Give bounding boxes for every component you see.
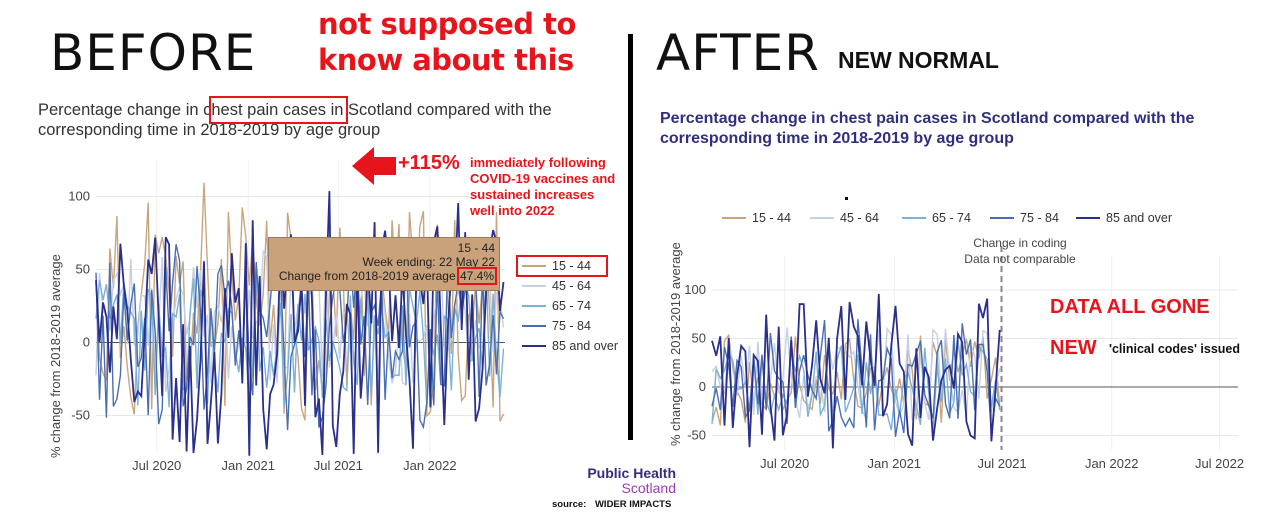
before-title-line-1: Percentage change in chest pain cases in… <box>38 101 552 119</box>
legend-highlight-box <box>516 255 608 277</box>
after-chart: -50 0 50 100 Jul 2020 Jan 2021 Jul 2021 Jan 202… <box>668 211 1244 471</box>
tooltip-week: Week ending: 22 May 22 <box>362 255 495 269</box>
before-heading: BEFORE <box>50 24 257 82</box>
source-label: source: <box>552 499 587 510</box>
legend-entry: 45 - 64 <box>552 279 591 293</box>
tooltip-change: Change from 2018-2019 average 47.4% <box>273 267 498 285</box>
source-note: source: WIDER IMPACTS <box>552 499 671 510</box>
legend-entry: 65 - 74 <box>932 211 971 225</box>
dot-mark <box>845 197 848 200</box>
source-value: WIDER IMPACTS <box>594 499 672 510</box>
before-chart-title: Percentage change in chest pain cases in… <box>38 100 598 140</box>
after-chart-title: Percentage change in chest pain cases in… <box>660 109 1260 149</box>
legend-entry: 75 - 84 <box>552 319 591 333</box>
annotation-percent: +115% <box>398 152 460 174</box>
legend-entry: 75 - 84 <box>1020 211 1059 225</box>
x-tick-label: Jul 2020 <box>760 456 809 471</box>
logo-line-1: Public Health <box>587 465 676 481</box>
legend-entry: 45 - 64 <box>840 211 879 225</box>
after-title-line-1: Percentage change in chest pain cases in… <box>660 110 1195 127</box>
before-y-axis-label: % change from 2018-2019 average <box>48 254 63 458</box>
x-tick-label: Jan 2022 <box>1085 456 1139 471</box>
y-tick-label: 50 <box>76 262 90 277</box>
after-heading: AFTER <box>656 24 820 82</box>
after-title-line-2: corresponding time in 2018-2019 by age g… <box>660 130 1014 147</box>
x-tick-label: Jan 2022 <box>403 458 457 473</box>
tooltip-change-label: Change from 2018-2019 average <box>278 269 456 283</box>
y-tick-label: 100 <box>684 282 706 297</box>
annotation-line-1: immediately following <box>470 155 606 170</box>
series-line-4 <box>711 319 1001 437</box>
coding-note-line-2: Data not comparable <box>964 252 1076 266</box>
after-y-axis-label: % change from 2018-2019 average <box>668 242 683 446</box>
note-line-1: not supposed to <box>318 7 576 41</box>
logo-line-2: Scotland <box>621 480 676 496</box>
x-tick-label: Jan 2021 <box>222 458 276 473</box>
y-tick-label: 0 <box>83 335 90 350</box>
before-legend: 15 - 44 45 - 64 65 - 74 75 - 84 85 and over <box>522 259 618 353</box>
tooltip-series: 15 - 44 <box>457 241 495 255</box>
legend-entry: 15 - 44 <box>552 259 591 273</box>
x-tick-label: Jul 2022 <box>1195 456 1244 471</box>
y-tick-label: 0 <box>699 379 706 394</box>
before-title-line-2: corresponding time in 2018-2019 by age g… <box>38 121 381 139</box>
new-codes-text: 'clinical codes' issued <box>1109 342 1240 356</box>
tooltip-change-value: 47.4% <box>456 267 498 285</box>
x-tick-label: Jul 2021 <box>978 456 1027 471</box>
annotation-line-4: well into 2022 <box>470 203 555 218</box>
annotation-line-3: sustained increases <box>470 187 595 202</box>
legend-entry: 15 - 44 <box>752 211 791 225</box>
y-tick-label: -50 <box>71 408 90 423</box>
legend-entry: 85 and over <box>1106 211 1172 225</box>
new-word: NEW <box>1050 337 1097 359</box>
chest-pain-highlight-box <box>209 96 348 124</box>
after-legend: 15 - 44 45 - 64 65 - 74 75 - 84 85 and over <box>722 211 1172 225</box>
series-line-5 <box>95 191 505 456</box>
series-line-5 <box>711 293 1001 449</box>
y-tick-label: -50 <box>687 427 706 442</box>
annotation-text: immediately following COVID-19 vaccines … <box>470 155 615 219</box>
data-all-gone: DATA ALL GONE <box>1050 296 1210 318</box>
tooltip: 15 - 44 Week ending: 22 May 22 Change fr… <box>268 237 500 291</box>
after-subheading: NEW NORMAL <box>838 47 999 73</box>
note: not supposed to know about this <box>318 6 576 78</box>
y-tick-label: 50 <box>692 330 706 345</box>
red-arrow-icon <box>352 147 396 185</box>
before-chart: -50 0 50 100 Jul 2020 Jan 2021 Jul 2021 Jan 202… <box>48 160 618 474</box>
before-ticks: -50 0 50 100 Jul 2020 Jan 2021 Jul 2021 Jan 202… <box>68 189 456 474</box>
annotation-line-2: COVID-19 vaccines and <box>470 171 616 186</box>
x-tick-label: Jan 2021 <box>868 456 922 471</box>
coding-note-line-1: Change in coding <box>973 236 1066 250</box>
phs-logo: Public Health Scotland <box>584 466 676 496</box>
y-tick-label: 100 <box>68 189 90 204</box>
x-tick-label: Jul 2021 <box>314 458 363 473</box>
divider <box>628 34 633 440</box>
legend-entry: 85 and over <box>552 339 618 353</box>
x-tick-label: Jul 2020 <box>132 458 181 473</box>
legend-entry: 65 - 74 <box>552 299 591 313</box>
before-series <box>95 182 505 456</box>
after-ticks: -50 0 50 100 Jul 2020 Jan 2021 Jul 2021 Jan 202… <box>684 282 1244 471</box>
note-line-2: know about this <box>318 43 574 77</box>
after-series <box>711 293 1001 449</box>
